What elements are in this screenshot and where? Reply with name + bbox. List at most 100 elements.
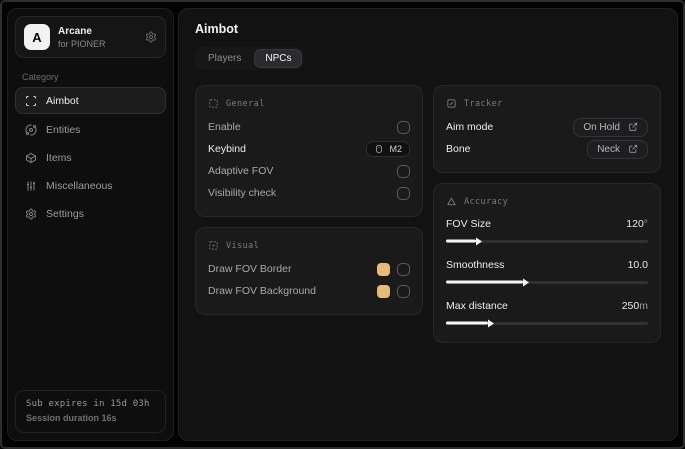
adaptive-fov-checkbox[interactable]	[397, 164, 410, 178]
tab-npcs[interactable]: NPCs	[254, 49, 303, 68]
tracker-row-aim-mode: Aim mode On Hold	[446, 116, 648, 138]
fov-border-checkbox[interactable]	[397, 262, 410, 276]
subscription-info-box: Sub expires in 15d 03h Session duration …	[15, 390, 166, 433]
row-label: Adaptive FOV	[208, 165, 274, 177]
accuracy-icon	[446, 196, 457, 207]
sidebar-item-settings[interactable]: Settings	[15, 201, 166, 226]
sidebar-item-label: Items	[46, 151, 72, 164]
expand-icon	[628, 144, 638, 154]
visibility-check-checkbox[interactable]	[397, 186, 410, 200]
orbit-icon	[25, 124, 37, 136]
brand-subtitle: for PIONER	[58, 38, 106, 49]
slider-track	[446, 280, 648, 284]
tab-players[interactable]: Players	[208, 53, 242, 64]
row-label: Smoothness	[446, 259, 505, 271]
row-label: Draw FOV Background	[208, 285, 316, 297]
sidebar: A Arcane for PIONER Category Aimbot	[7, 8, 174, 441]
accuracy-header: Accuracy	[446, 196, 648, 207]
sidebar-item-label: Entities	[46, 123, 81, 136]
brand-title: Arcane	[58, 25, 92, 37]
expand-icon	[628, 122, 638, 132]
visual-icon	[208, 240, 219, 251]
fov-background-checkbox[interactable]	[397, 284, 410, 298]
row-label: Max distance	[446, 300, 508, 312]
gear-icon[interactable]	[145, 31, 157, 43]
box-icon	[25, 152, 37, 164]
general-row-visibility-check: Visibility check	[208, 182, 410, 204]
sidebar-item-entities[interactable]: Entities	[15, 117, 166, 142]
visual-row-fov-background: Draw FOV Background	[208, 280, 410, 302]
fov-border-color-swatch[interactable]	[377, 262, 390, 276]
aim-mode-dropdown[interactable]: On Hold	[573, 117, 648, 137]
general-row-enable: Enable	[208, 116, 410, 138]
tracker-icon	[446, 98, 457, 109]
section-title: Accuracy	[464, 196, 509, 207]
visual-row-fov-border: Draw FOV Border	[208, 258, 410, 280]
row-label: Draw FOV Border	[208, 263, 292, 275]
sidebar-nav: Aimbot Entities Items Miscellaneous	[8, 87, 173, 226]
section-title: General	[226, 98, 265, 109]
brand-text: Arcane for PIONER	[58, 26, 137, 49]
slider-fill[interactable]	[446, 239, 477, 243]
sub-expires-text: Sub expires in 15d 03h	[26, 399, 150, 409]
slider-fill[interactable]	[446, 321, 489, 325]
category-label: Category	[22, 72, 59, 82]
session-duration-text: Session duration 16s	[26, 413, 117, 423]
section-title: Visual	[226, 240, 260, 251]
sliders-icon	[25, 180, 37, 192]
fov-size-slider[interactable]	[446, 236, 648, 246]
sidebar-item-miscellaneous[interactable]: Miscellaneous	[15, 173, 166, 198]
max-distance-setting: Max distance 250m	[446, 296, 648, 328]
gear-icon	[25, 208, 37, 220]
row-label: Visibility check	[208, 187, 277, 199]
fov-size-value: 120°	[626, 218, 648, 230]
visual-card: Visual Draw FOV Border Draw FOV Backgrou…	[195, 227, 423, 315]
sidebar-item-aimbot[interactable]: Aimbot	[15, 87, 166, 114]
tracker-header: Tracker	[446, 98, 648, 109]
page-title: Aimbot	[195, 22, 239, 36]
tracker-card: Tracker Aim mode On Hold Bone	[433, 85, 661, 173]
tracker-row-bone: Bone Neck	[446, 138, 648, 160]
keybind-value: M2	[389, 144, 402, 154]
fov-size-setting: FOV Size 120°	[446, 214, 648, 246]
settings-grid: General Enable Keybind M2	[195, 85, 661, 343]
general-row-keybind: Keybind M2	[208, 138, 410, 160]
sidebar-item-label: Miscellaneous	[46, 179, 113, 192]
mouse-icon	[374, 144, 384, 154]
row-label: Enable	[208, 121, 241, 133]
sidebar-item-label: Aimbot	[46, 94, 79, 107]
aim-mode-value: On Hold	[583, 121, 620, 133]
slider-track	[446, 239, 648, 243]
target-tabs: Players NPCs	[195, 47, 305, 70]
right-column: Tracker Aim mode On Hold Bone	[433, 85, 661, 343]
slider-fill[interactable]	[446, 280, 523, 284]
general-header: General	[208, 98, 410, 109]
fov-background-color-swatch[interactable]	[377, 284, 390, 298]
enable-checkbox[interactable]	[397, 120, 410, 134]
sidebar-item-items[interactable]: Items	[15, 145, 166, 170]
visual-header: Visual	[208, 240, 410, 251]
smoothness-slider[interactable]	[446, 277, 648, 287]
sidebar-item-label: Settings	[46, 207, 84, 220]
max-distance-slider[interactable]	[446, 318, 648, 328]
scan-icon	[25, 95, 37, 107]
row-label: Bone	[446, 143, 471, 155]
row-controls	[377, 262, 410, 276]
slider-track	[446, 321, 648, 325]
row-label: Aim mode	[446, 121, 494, 133]
left-column: General Enable Keybind M2	[195, 85, 423, 315]
brand-box: A Arcane for PIONER	[15, 16, 166, 58]
general-row-adaptive-fov: Adaptive FOV	[208, 160, 410, 182]
general-card: General Enable Keybind M2	[195, 85, 423, 217]
main-panel: Aimbot Players NPCs General Enable	[178, 8, 678, 441]
general-icon	[208, 98, 219, 109]
bone-dropdown[interactable]: Neck	[587, 139, 648, 159]
smoothness-value: 10.0	[627, 259, 648, 271]
row-label: FOV Size	[446, 218, 491, 230]
keybind-badge[interactable]: M2	[366, 141, 410, 157]
section-title: Tracker	[464, 98, 503, 109]
row-label: Keybind	[208, 143, 246, 155]
accuracy-card: Accuracy FOV Size 120°	[433, 183, 661, 343]
bone-value: Neck	[597, 143, 620, 155]
